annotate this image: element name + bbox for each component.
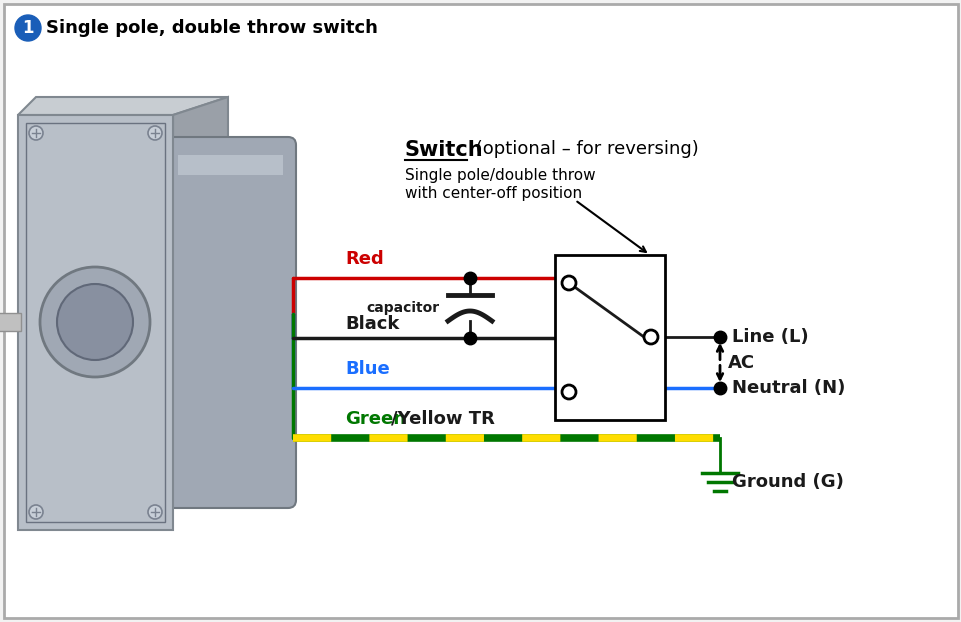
Text: Switch: Switch [405,140,483,160]
Circle shape [29,505,43,519]
Text: Ground (G): Ground (G) [731,473,843,491]
Circle shape [15,15,41,41]
Circle shape [561,385,576,399]
Text: Black: Black [345,315,399,333]
Text: Neutral (N): Neutral (N) [731,379,845,397]
Text: Line (L): Line (L) [731,328,808,346]
Circle shape [40,267,150,377]
Text: Green: Green [345,410,406,428]
FancyBboxPatch shape [165,137,296,508]
Bar [26,123,165,522]
Text: (optional – for reversing): (optional – for reversing) [470,140,698,158]
Bar [18,115,173,530]
Bar [178,155,283,175]
Polygon shape [18,97,228,115]
Circle shape [57,284,133,360]
Text: /Yellow TR: /Yellow TR [390,410,494,428]
Bar [0,313,21,331]
Circle shape [29,126,43,140]
Text: Blue: Blue [345,360,389,378]
Text: 1: 1 [22,19,34,37]
Circle shape [148,126,161,140]
Bar [554,255,664,420]
Circle shape [561,276,576,290]
Text: Single pole/double throw: Single pole/double throw [405,168,595,183]
Text: Red: Red [345,250,383,268]
Text: with center-off position: with center-off position [405,186,581,201]
Text: Single pole, double throw switch: Single pole, double throw switch [46,19,378,37]
Circle shape [643,330,657,344]
Text: capacitor: capacitor [366,301,439,315]
Text: AC: AC [727,353,754,371]
Polygon shape [173,97,228,414]
Circle shape [148,505,161,519]
